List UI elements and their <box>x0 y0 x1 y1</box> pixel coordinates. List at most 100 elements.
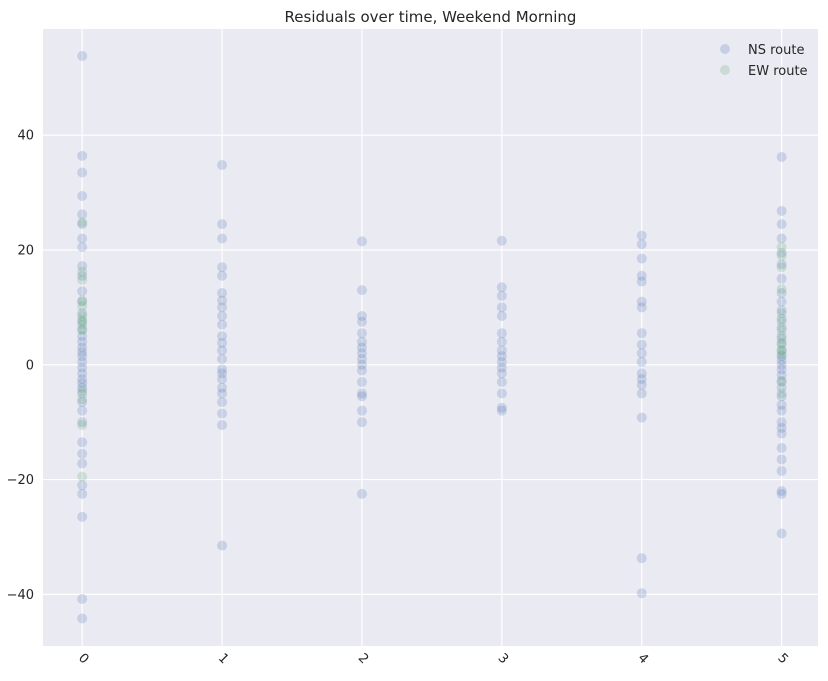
ew-route-point <box>77 394 88 405</box>
ns-route-point <box>496 345 507 356</box>
ns-route-point <box>636 328 647 339</box>
ns-route-point <box>776 247 787 258</box>
ns-route-point <box>217 302 228 313</box>
x-tick-labels: 0 1 2 3 4 5 <box>75 651 791 667</box>
ew-route-point <box>77 319 88 330</box>
ns-route-point <box>496 310 507 321</box>
ew-route-point <box>776 333 787 344</box>
ns-route-point <box>356 365 367 376</box>
ns-route-point <box>496 405 507 416</box>
ns-route-point <box>77 167 88 178</box>
ns-route-point <box>776 331 787 342</box>
ns-route-point <box>776 454 787 465</box>
ns-route-point <box>77 593 88 604</box>
x-tick-label: 4 <box>635 651 651 667</box>
ns-route-point <box>217 345 228 356</box>
ns-route-point <box>217 295 228 306</box>
ns-route-point <box>77 362 88 373</box>
ns-route-point <box>356 354 367 365</box>
ns-route-point <box>636 412 647 423</box>
ew-route-point <box>776 325 787 336</box>
ns-route-point <box>496 351 507 362</box>
ns-route-point <box>77 382 88 393</box>
ns-route-point <box>496 362 507 373</box>
ns-route-point <box>776 359 787 370</box>
ns-route-point <box>776 305 787 316</box>
ns-route-point <box>77 480 88 491</box>
ns-route-point <box>636 296 647 307</box>
y-tick-label: 0 <box>26 358 34 373</box>
ns-route-point <box>636 374 647 385</box>
ns-route-point <box>356 285 367 296</box>
ns-route-point <box>496 235 507 246</box>
ns-route-point <box>77 356 88 367</box>
ns-route-point <box>356 310 367 321</box>
ns-route-point <box>77 50 88 61</box>
ns-route-point <box>77 316 88 327</box>
ns-route-point <box>77 286 88 297</box>
ns-route-point <box>77 488 88 499</box>
legend-marker-ns <box>720 44 730 54</box>
ns-route-point <box>217 319 228 330</box>
y-tick-labels: −40 −20 0 20 40 <box>7 129 34 603</box>
ns-route-point <box>77 261 88 272</box>
ns-route-point <box>356 488 367 499</box>
ns-route-point <box>636 270 647 281</box>
ew-route-point <box>776 316 787 327</box>
ns-route-point <box>356 417 367 428</box>
ns-route-point <box>356 376 367 387</box>
ns-route-point <box>77 308 88 319</box>
ns-route-point <box>776 382 787 393</box>
ew-route-point <box>77 274 88 285</box>
ns-route-point <box>776 355 787 366</box>
ns-route-point <box>217 331 228 342</box>
ns-route-point <box>776 345 787 356</box>
ns-route-point <box>356 336 367 347</box>
ns-route-point <box>636 588 647 599</box>
ns-route-point <box>636 230 647 241</box>
ns-route-point <box>356 359 367 370</box>
legend: NS route EW route <box>720 43 808 79</box>
ns-route-point <box>496 282 507 293</box>
ns-route-point <box>776 351 787 362</box>
x-tick-label: 0 <box>75 651 91 667</box>
ns-route-point <box>77 270 88 281</box>
ns-route-point <box>776 151 787 162</box>
ns-route-point <box>77 397 88 408</box>
ns-route-point <box>356 391 367 402</box>
ns-route-point <box>77 351 88 362</box>
y-tick-label: 40 <box>17 129 34 144</box>
data-points <box>77 50 787 624</box>
ns-route-point <box>776 259 787 270</box>
ns-route-point <box>217 270 228 281</box>
ns-route-point <box>776 486 787 497</box>
ew-route-point <box>77 301 88 312</box>
y-tick-label: −40 <box>7 588 34 603</box>
ns-route-point <box>776 422 787 433</box>
ns-route-point <box>776 337 787 348</box>
ew-route-point <box>77 266 88 277</box>
ns-route-point <box>217 310 228 321</box>
ns-route-point <box>636 368 647 379</box>
ns-route-point <box>636 379 647 390</box>
ew-route-point <box>776 250 787 261</box>
y-tick-label: 20 <box>17 243 34 258</box>
ew-route-point <box>77 385 88 396</box>
ns-route-point <box>217 540 228 551</box>
x-tick-label: 1 <box>215 651 231 667</box>
ew-route-point <box>776 308 787 319</box>
ns-route-point <box>636 239 647 250</box>
ns-route-point <box>217 397 228 408</box>
ns-route-point <box>636 253 647 264</box>
ns-route-point <box>776 296 787 307</box>
ns-route-point <box>776 375 787 386</box>
ns-route-point <box>636 388 647 399</box>
ns-route-point <box>776 528 787 539</box>
ew-route-point <box>77 295 88 306</box>
ns-route-point <box>77 378 88 389</box>
ns-route-point <box>77 437 88 448</box>
ew-route-point <box>776 284 787 295</box>
legend-label-ew: EW route <box>748 64 808 79</box>
ew-route-point <box>776 262 787 273</box>
ns-route-point <box>636 553 647 564</box>
